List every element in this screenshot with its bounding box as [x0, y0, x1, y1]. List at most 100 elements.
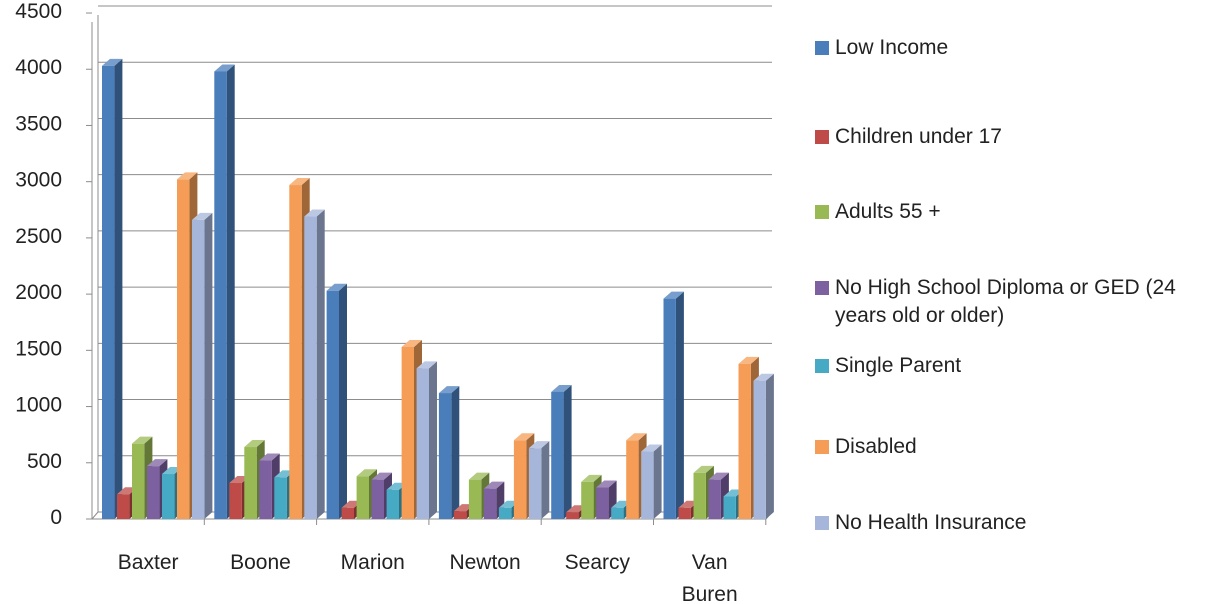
bar-front	[528, 448, 542, 519]
bar-top	[371, 472, 392, 480]
floor-edge-left	[91, 511, 99, 520]
bar-top	[177, 172, 198, 180]
y-tick-label: 4500	[15, 0, 62, 23]
legend-label: Adults 55 +	[835, 200, 941, 223]
bar-front	[102, 65, 115, 520]
bar-top	[192, 212, 213, 220]
bar-top	[513, 433, 535, 441]
bar-front	[117, 494, 130, 519]
bar-top	[416, 361, 437, 369]
bar-front	[289, 185, 302, 519]
bar-top	[214, 64, 235, 72]
bar	[753, 373, 774, 519]
y-tick-label: 3000	[15, 169, 62, 192]
bar-front	[566, 512, 579, 519]
bar-top	[528, 441, 550, 449]
bar-side	[653, 444, 662, 519]
bar-top	[259, 453, 280, 461]
bar-top	[132, 436, 153, 444]
bar	[438, 386, 460, 519]
bar-front	[453, 511, 467, 519]
bar-front	[708, 479, 721, 519]
bar-front	[626, 440, 639, 519]
bar	[641, 444, 662, 519]
x-tick-label: Searcy	[565, 551, 631, 574]
legend-swatch	[815, 130, 829, 144]
bar	[304, 209, 325, 519]
bar-front	[229, 483, 242, 519]
bar-side	[204, 212, 213, 519]
bar-side	[675, 291, 684, 519]
bar-front	[483, 488, 497, 519]
legend-swatch	[815, 41, 829, 55]
bar-top	[663, 291, 684, 299]
bar-top	[596, 480, 617, 488]
bar	[214, 64, 235, 519]
bar-front	[401, 346, 414, 519]
bar-front	[162, 474, 175, 519]
bar-side	[541, 441, 550, 519]
bar	[416, 361, 437, 519]
bar-front	[177, 179, 190, 519]
bar-front	[438, 393, 452, 519]
legend-label: Low Income	[835, 36, 949, 59]
bar-side	[316, 209, 325, 519]
bar-side	[563, 384, 572, 519]
bar-side	[429, 361, 437, 519]
legend-item: No High School Diploma or GED (24 years …	[815, 274, 1227, 330]
bar-front	[663, 298, 676, 519]
bar-front	[371, 479, 384, 519]
bar-front	[147, 466, 160, 519]
legend-item: Low Income	[815, 34, 1227, 62]
bar-front	[498, 507, 512, 519]
bar-front	[611, 507, 624, 519]
bar	[326, 283, 347, 519]
bar-front	[326, 290, 339, 519]
bar-top	[102, 58, 123, 66]
chart: 0 500 1000 1500 2000 2500 3000 3500 4000 4500 Baxt…	[15, 0, 774, 604]
legend-swatch	[815, 205, 829, 219]
y-tick-label: 3500	[15, 112, 62, 135]
bar-top	[708, 472, 729, 480]
legend: Low Income Children under 17 Adults 55 + No…	[815, 20, 1227, 580]
legend-item: Children under 17	[815, 123, 1227, 151]
bar-front	[214, 71, 227, 519]
bar-side	[339, 283, 347, 519]
bar-front	[513, 440, 527, 519]
bar-front	[259, 460, 272, 519]
bar-front	[678, 507, 691, 519]
bar-top	[147, 459, 168, 467]
y-tick-label: 2500	[15, 225, 62, 248]
bar-top	[581, 474, 602, 482]
bar-front	[416, 368, 429, 519]
bar-front	[341, 507, 354, 519]
bar	[551, 384, 572, 519]
bar-front	[244, 447, 257, 519]
legend-item: Adults 55 +	[815, 198, 1227, 226]
bar-front	[386, 489, 399, 519]
x-tick-label: Baxter	[118, 551, 179, 574]
bar-side	[114, 58, 123, 520]
bar-top	[244, 440, 265, 448]
bar-top	[641, 444, 662, 452]
y-tick-label: 2000	[15, 281, 62, 304]
y-tick-label: 0	[50, 506, 62, 529]
bar-top	[693, 465, 714, 473]
legend-label: Single Parent	[835, 354, 962, 377]
x-tick-label: Van	[692, 551, 728, 574]
bar-side	[451, 386, 460, 519]
bar-front	[753, 380, 766, 519]
legend-item: No Health Insurance	[815, 509, 1227, 537]
bar-side	[765, 373, 774, 519]
bar-front	[693, 472, 706, 519]
bar-top	[626, 433, 647, 441]
x-tick-label: Boone	[230, 551, 291, 574]
legend-item: Single Parent	[815, 352, 1227, 380]
bar-front	[641, 451, 654, 519]
legend-label: No High School Diploma or GED (24 years …	[835, 276, 1176, 327]
bar	[102, 58, 123, 520]
bar-top	[438, 386, 460, 394]
bar-front	[356, 476, 369, 519]
legend-swatch	[815, 516, 829, 530]
legend-label: No Health Insurance	[835, 511, 1027, 534]
